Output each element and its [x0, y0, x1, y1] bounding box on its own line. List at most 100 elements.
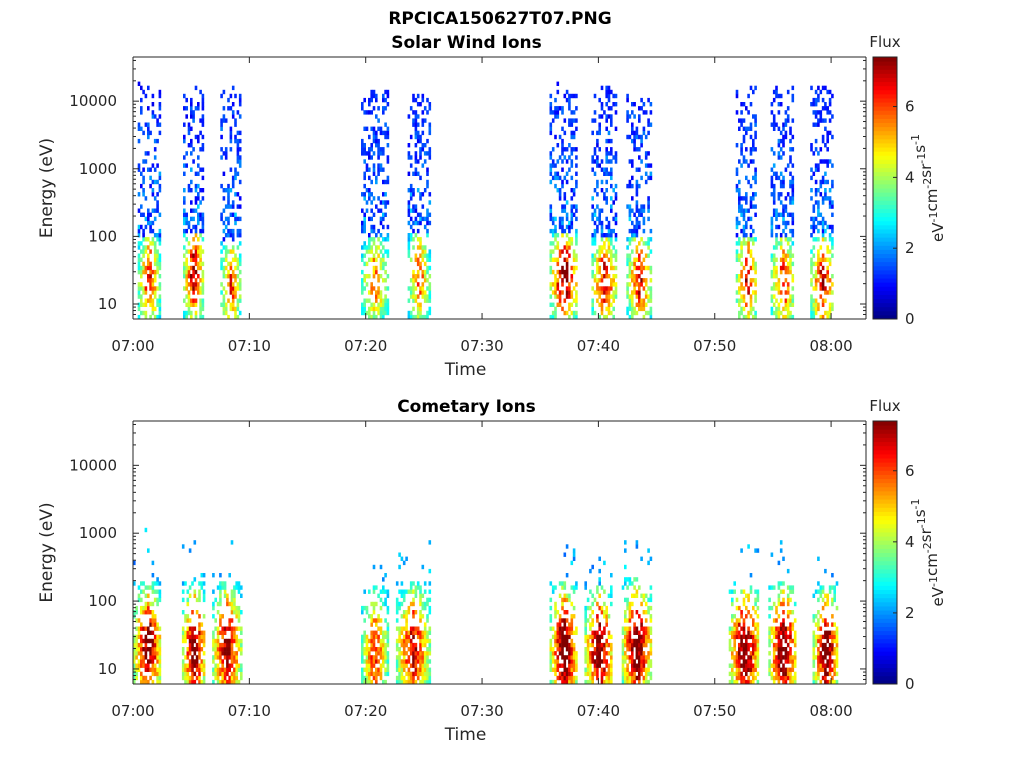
flux-cell	[568, 667, 571, 672]
flux-cell	[607, 294, 611, 299]
flux-cell	[575, 237, 578, 242]
flux-cell	[361, 290, 364, 295]
flux-cell	[589, 622, 592, 627]
flux-cell	[819, 585, 823, 590]
flux-cell	[386, 233, 390, 238]
flux-cell	[612, 314, 615, 320]
figure-title: RPCICA150627T07.PNG	[388, 9, 611, 29]
flux-cell	[199, 257, 202, 262]
flux-cell	[833, 593, 836, 598]
flux-cell	[199, 89, 202, 95]
flux-cell	[826, 269, 829, 275]
flux-cell	[633, 261, 636, 267]
flux-cell	[735, 675, 739, 681]
flux-cell	[379, 618, 383, 623]
flux-cell	[572, 212, 576, 217]
colorbar-segment	[873, 265, 897, 271]
flux-cell	[412, 97, 415, 103]
flux-cell	[749, 126, 753, 131]
flux-cell	[768, 642, 771, 648]
flux-cell	[756, 655, 760, 660]
flux-cell	[236, 147, 240, 152]
x-tick-label: 07:10	[228, 337, 271, 355]
flux-cell	[565, 97, 569, 103]
flux-cell	[782, 622, 785, 627]
flux-cell	[386, 310, 390, 316]
flux-cell	[824, 622, 827, 627]
x-tick-label: 07:10	[228, 702, 271, 720]
flux-cell	[407, 655, 411, 660]
flux-cell	[635, 265, 639, 271]
flux-cell	[598, 577, 601, 582]
flux-cell	[426, 110, 429, 115]
flux-cell	[789, 261, 792, 267]
flux-cell	[153, 278, 157, 283]
flux-cell	[644, 601, 648, 607]
flux-cell	[549, 122, 553, 127]
y-tick-label: 10000	[69, 456, 117, 474]
flux-cell	[185, 269, 188, 275]
flux-cell	[649, 237, 653, 242]
flux-cell	[226, 663, 229, 668]
flux-cell	[570, 118, 574, 123]
flux-cell	[554, 114, 557, 119]
flux-cell	[384, 651, 387, 656]
flux-cell	[572, 663, 576, 668]
flux-cell	[742, 622, 746, 627]
flux-cell	[591, 216, 594, 222]
flux-cell	[786, 659, 790, 664]
colorbar-segment	[873, 89, 897, 95]
flux-cell	[377, 667, 380, 672]
flux-cell	[610, 204, 613, 209]
flux-cell	[379, 651, 383, 656]
flux-cell	[554, 614, 557, 619]
flux-cell	[556, 647, 560, 652]
flux-cell	[752, 622, 755, 627]
flux-cell	[238, 179, 242, 185]
flux-cell	[742, 126, 746, 131]
flux-cell	[142, 179, 145, 185]
flux-cell	[570, 274, 574, 279]
flux-cell	[368, 216, 371, 222]
flux-cell	[414, 647, 418, 652]
flux-cell	[140, 634, 143, 640]
flux-cell	[607, 228, 611, 234]
flux-cell	[192, 118, 195, 123]
flux-cell	[754, 192, 757, 197]
flux-cell	[565, 179, 569, 185]
flux-cell	[235, 610, 238, 615]
flux-cell	[426, 216, 429, 222]
flux-cell	[633, 237, 636, 242]
flux-cell	[400, 663, 404, 668]
flux-cell	[600, 585, 604, 590]
flux-cell	[572, 249, 576, 254]
flux-cell	[819, 659, 823, 664]
flux-cell	[584, 626, 587, 631]
flux-cell	[793, 671, 797, 677]
flux-cell	[407, 188, 411, 193]
flux-cell	[614, 220, 618, 226]
flux-cell	[233, 655, 236, 660]
flux-cell	[151, 93, 155, 99]
flux-cell	[156, 634, 159, 640]
flux-cell	[640, 269, 643, 275]
flux-cell	[644, 593, 648, 598]
flux-cell	[227, 216, 230, 222]
flux-cell	[789, 179, 792, 185]
flux-cell	[405, 622, 408, 627]
flux-cell	[824, 179, 827, 185]
flux-cell	[234, 220, 237, 226]
flux-cell	[570, 638, 574, 644]
flux-cell	[631, 593, 634, 598]
flux-cell	[405, 630, 408, 635]
flux-cell	[370, 667, 373, 672]
flux-cell	[610, 114, 613, 119]
flux-cell	[749, 237, 753, 242]
flux-cell	[416, 220, 420, 226]
flux-cell	[826, 106, 829, 111]
flux-cell	[819, 147, 823, 152]
flux-cell	[361, 634, 364, 640]
flux-cell	[549, 597, 553, 603]
flux-cell	[181, 647, 185, 652]
flux-cell	[782, 212, 785, 217]
